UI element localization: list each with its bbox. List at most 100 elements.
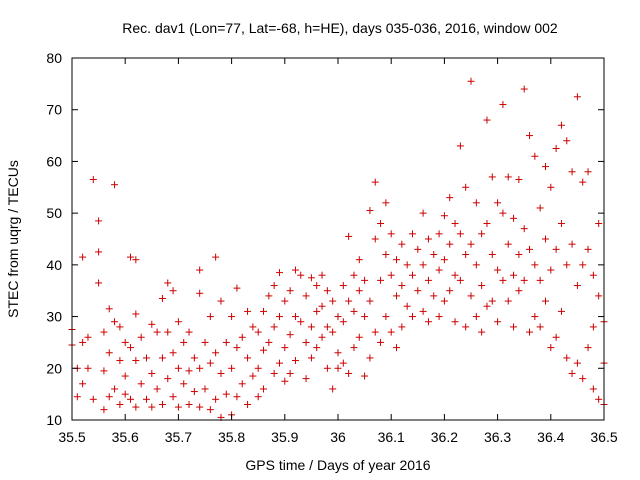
data-point — [377, 276, 385, 284]
data-point — [568, 168, 576, 176]
data-point — [488, 251, 496, 259]
data-point — [201, 385, 209, 393]
data-point — [552, 145, 560, 152]
data-point — [281, 344, 289, 352]
data-point — [504, 240, 512, 248]
data-point — [275, 269, 283, 277]
data-point — [318, 271, 326, 279]
data-point — [185, 400, 193, 408]
data-point — [329, 385, 337, 393]
data-point — [387, 271, 395, 279]
y-axis: 10 20 30 40 50 60 70 80 — [46, 50, 604, 428]
y-tick-label: 50 — [46, 205, 62, 221]
data-point — [366, 354, 374, 362]
data-point — [446, 194, 454, 202]
data-point — [339, 318, 347, 326]
data-point — [105, 305, 113, 313]
data-point — [393, 256, 401, 264]
data-point — [222, 390, 230, 398]
data-point — [100, 367, 108, 375]
data-point — [132, 357, 140, 365]
x-tick-label: 36.3 — [484, 429, 511, 445]
data-point — [318, 333, 326, 341]
data-point — [297, 318, 305, 326]
data-point — [228, 364, 236, 372]
data-point — [291, 266, 299, 274]
data-point — [89, 395, 97, 403]
y-tick-label: 70 — [46, 102, 62, 118]
data-point — [158, 400, 166, 408]
data-point — [446, 240, 454, 248]
data-point — [169, 287, 177, 295]
data-point — [254, 328, 262, 336]
data-point — [483, 116, 491, 124]
data-point — [526, 328, 534, 336]
y-tick-label: 40 — [46, 257, 62, 273]
data-point — [212, 253, 220, 261]
data-point — [419, 261, 427, 269]
data-point — [313, 282, 321, 290]
data-point — [589, 385, 597, 393]
data-point — [233, 344, 241, 352]
data-point — [398, 323, 406, 331]
data-point — [323, 287, 331, 295]
data-point — [472, 199, 480, 207]
data-point — [382, 199, 390, 207]
data-point — [403, 261, 411, 269]
data-point — [557, 307, 565, 315]
data-point — [361, 372, 369, 380]
data-point — [217, 297, 225, 305]
data-point — [510, 323, 518, 331]
y-tick-label: 20 — [46, 360, 62, 376]
data-point — [398, 240, 406, 248]
data-point — [313, 307, 321, 315]
data-point — [206, 406, 214, 414]
data-point — [206, 359, 214, 367]
data-point — [95, 248, 103, 256]
data-point — [478, 282, 486, 290]
data-point — [446, 287, 454, 295]
data-point — [185, 328, 193, 336]
data-point — [451, 219, 459, 227]
data-point — [238, 333, 246, 341]
data-point — [249, 372, 257, 380]
data-point — [334, 349, 342, 357]
data-point — [440, 256, 448, 264]
data-point — [148, 369, 156, 377]
data-point — [584, 344, 592, 352]
data-point — [552, 333, 560, 341]
data-point — [323, 323, 331, 331]
data-point — [350, 307, 358, 315]
data-point — [286, 331, 294, 339]
data-point — [137, 380, 145, 388]
y-tick-label: 60 — [46, 153, 62, 169]
data-point — [393, 344, 401, 352]
data-point — [169, 393, 177, 401]
data-point — [254, 393, 262, 401]
data-point — [169, 349, 177, 357]
data-point — [499, 101, 507, 109]
data-point — [206, 313, 214, 321]
data-point — [233, 393, 241, 401]
data-point — [148, 403, 156, 411]
data-point — [557, 121, 565, 129]
data-point — [127, 395, 135, 403]
data-point — [579, 261, 587, 269]
data-point — [504, 297, 512, 305]
data-point — [541, 163, 549, 171]
data-point — [329, 328, 337, 336]
data-point — [116, 323, 124, 331]
data-point — [95, 217, 103, 225]
data-point — [424, 276, 432, 284]
data-point — [217, 369, 225, 377]
data-point — [414, 287, 422, 295]
data-point — [536, 323, 544, 331]
data-point — [127, 344, 135, 352]
data-point — [79, 253, 87, 261]
x-tick-label: 36.2 — [431, 429, 458, 445]
data-point — [563, 354, 571, 362]
data-point — [483, 302, 491, 310]
data-point — [430, 251, 438, 259]
data-point — [307, 323, 315, 331]
